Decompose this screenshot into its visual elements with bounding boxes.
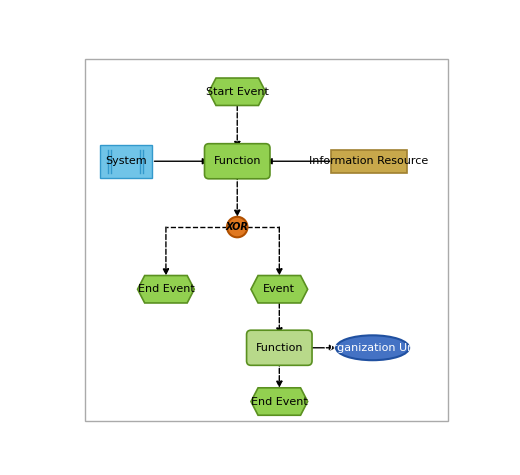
FancyBboxPatch shape: [246, 330, 312, 365]
Polygon shape: [138, 276, 194, 303]
Text: Function: Function: [214, 156, 261, 166]
Ellipse shape: [336, 335, 409, 360]
Bar: [99, 145, 152, 178]
Text: End Event: End Event: [138, 284, 194, 294]
Text: Information Resource: Information Resource: [309, 156, 428, 166]
Polygon shape: [251, 276, 308, 303]
Bar: [105, 150, 147, 172]
Text: End Event: End Event: [251, 397, 308, 407]
Polygon shape: [209, 78, 266, 105]
FancyBboxPatch shape: [204, 143, 270, 179]
Circle shape: [227, 217, 248, 238]
Text: Event: Event: [263, 284, 295, 294]
Text: Function: Function: [255, 343, 303, 353]
Text: Organization Unit: Organization Unit: [323, 343, 421, 353]
Polygon shape: [251, 388, 308, 415]
Bar: [331, 150, 407, 172]
Text: XOR: XOR: [226, 222, 249, 232]
Text: System: System: [105, 156, 147, 166]
Bar: [102, 147, 149, 175]
Text: Start Event: Start Event: [206, 87, 269, 97]
